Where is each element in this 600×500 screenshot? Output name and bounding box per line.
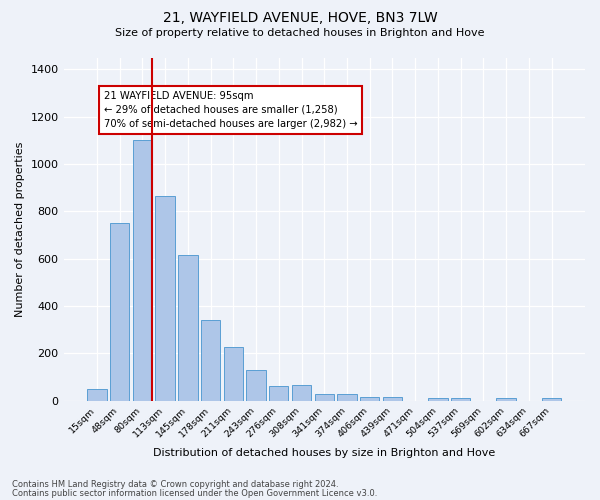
Bar <box>110 223 130 401</box>
Text: Contains public sector information licensed under the Open Government Licence v3: Contains public sector information licen… <box>12 489 377 498</box>
Text: 21 WAYFIELD AVENUE: 95sqm
← 29% of detached houses are smaller (1,258)
70% of se: 21 WAYFIELD AVENUE: 95sqm ← 29% of detac… <box>104 90 358 128</box>
Bar <box>383 398 402 401</box>
Text: 21, WAYFIELD AVENUE, HOVE, BN3 7LW: 21, WAYFIELD AVENUE, HOVE, BN3 7LW <box>163 11 437 25</box>
Bar <box>337 394 356 401</box>
Bar <box>269 386 289 401</box>
Bar <box>496 398 516 401</box>
Bar <box>428 398 448 401</box>
Bar <box>178 255 197 401</box>
Bar <box>292 384 311 401</box>
Bar <box>360 396 379 401</box>
Bar <box>224 347 243 401</box>
Bar <box>542 398 561 401</box>
Bar <box>155 196 175 401</box>
X-axis label: Distribution of detached houses by size in Brighton and Hove: Distribution of detached houses by size … <box>153 448 496 458</box>
Bar <box>451 398 470 401</box>
Bar <box>133 140 152 401</box>
Bar <box>87 390 107 401</box>
Y-axis label: Number of detached properties: Number of detached properties <box>15 142 25 317</box>
Bar <box>201 320 220 401</box>
Text: Contains HM Land Registry data © Crown copyright and database right 2024.: Contains HM Land Registry data © Crown c… <box>12 480 338 489</box>
Bar <box>314 394 334 401</box>
Text: Size of property relative to detached houses in Brighton and Hove: Size of property relative to detached ho… <box>115 28 485 38</box>
Bar <box>247 370 266 401</box>
